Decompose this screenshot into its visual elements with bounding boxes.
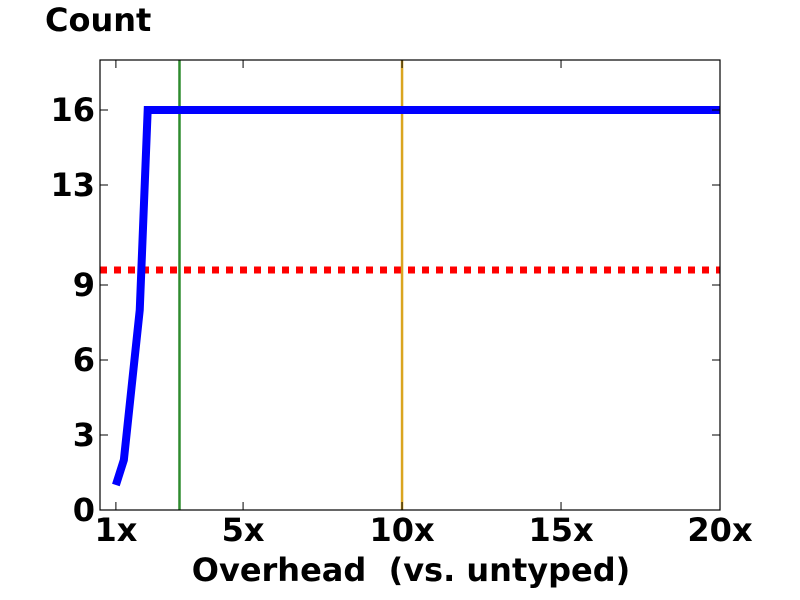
plot-area: 1x 5x 10x 15x 20x 0 3 6 9 13 16	[50, 59, 753, 549]
y-tick-label: 13	[50, 166, 95, 204]
x-tick-label: 20x	[687, 511, 753, 549]
y-tick-label: 3	[73, 416, 95, 454]
x-tick-label: 15x	[528, 511, 594, 549]
y-tick-label: 0	[73, 491, 95, 529]
y-tick-label: 16	[50, 91, 95, 129]
x-tick-label: 1x	[94, 511, 137, 549]
y-tick-label: 9	[73, 266, 95, 304]
x-tick-label: 10x	[369, 511, 435, 549]
x-axis-label: Overhead (vs. untyped)	[192, 551, 631, 589]
chart-title: Count	[45, 1, 151, 39]
plot-frame	[99, 59, 721, 511]
y-tick-label: 6	[73, 341, 95, 379]
series-line	[112, 106, 720, 487]
x-tick-label: 5x	[222, 511, 265, 549]
